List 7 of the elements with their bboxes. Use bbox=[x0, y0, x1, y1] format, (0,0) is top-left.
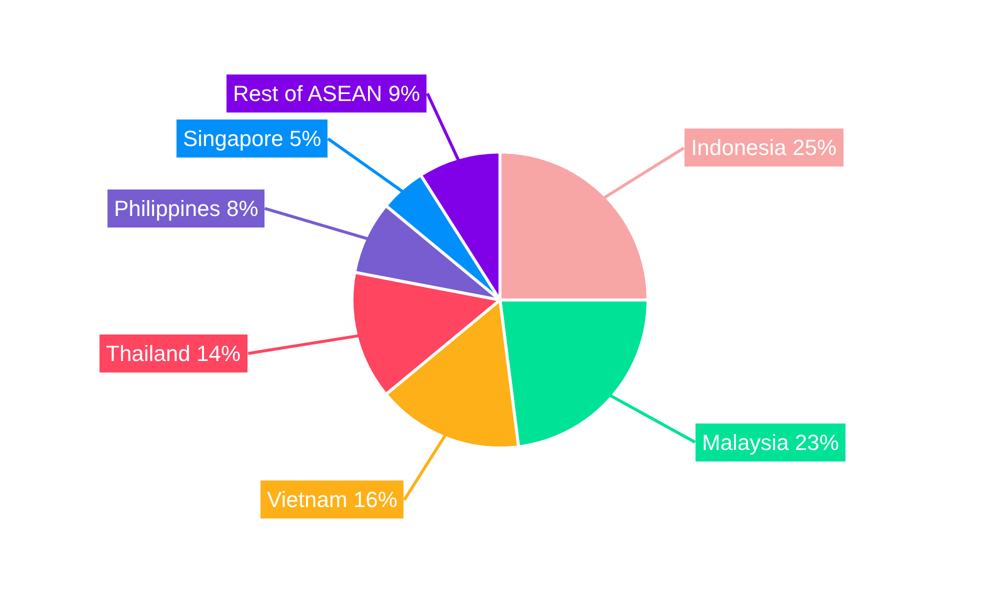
slice-label: Indonesia 25% bbox=[691, 135, 837, 160]
slice-label: Thailand 14% bbox=[106, 341, 241, 366]
slice-label: Rest of ASEAN 9% bbox=[233, 81, 420, 106]
slice-label: Malaysia 23% bbox=[702, 430, 839, 455]
slice-label: Singapore 5% bbox=[183, 126, 322, 151]
slice-label: Philippines 8% bbox=[114, 196, 258, 221]
slice-label: Vietnam 16% bbox=[267, 487, 398, 512]
